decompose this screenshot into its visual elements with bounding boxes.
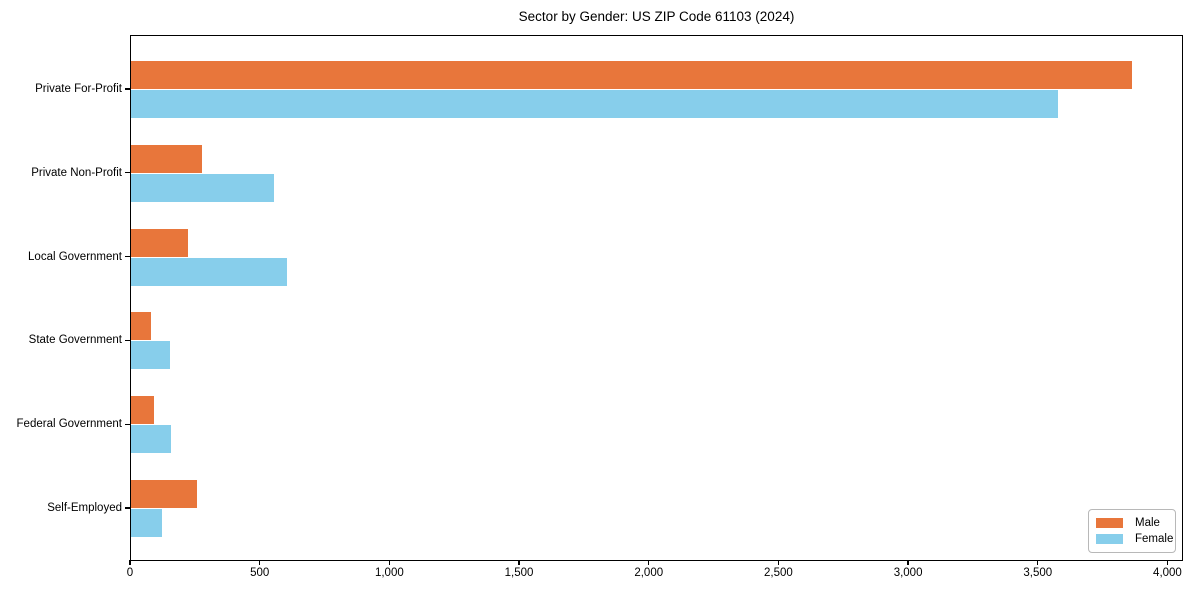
y-tick-label: Self-Employed bbox=[47, 502, 122, 514]
x-tick-mark bbox=[1037, 560, 1039, 565]
x-tick-mark bbox=[777, 560, 779, 565]
y-tick-mark bbox=[125, 256, 130, 258]
x-tick-label: 1,500 bbox=[504, 567, 534, 579]
plot-area bbox=[130, 35, 1183, 561]
bar-male-6 bbox=[131, 480, 198, 508]
bar-female-2 bbox=[131, 173, 274, 202]
x-tick-mark bbox=[518, 560, 520, 565]
bar-male-1 bbox=[131, 61, 1133, 89]
x-tick-label: 1,000 bbox=[374, 567, 404, 579]
chart-title: Sector by Gender: US ZIP Code 61103 (202… bbox=[518, 9, 795, 24]
y-tick-mark bbox=[125, 423, 130, 425]
y-tick-mark bbox=[125, 507, 130, 509]
legend-label: Female bbox=[1135, 533, 1174, 545]
x-tick-label: 2,000 bbox=[634, 567, 664, 579]
y-tick-mark bbox=[125, 88, 130, 90]
bar-male-2 bbox=[131, 144, 203, 173]
y-tick-mark bbox=[125, 339, 130, 341]
bar-female-5 bbox=[131, 425, 172, 454]
bar-male-5 bbox=[131, 396, 155, 425]
x-tick-mark bbox=[129, 560, 131, 565]
x-tick-label: 4,000 bbox=[1153, 567, 1182, 579]
y-tick-label: Federal Government bbox=[16, 418, 122, 431]
bar-female-3 bbox=[131, 257, 287, 286]
x-tick-label: 3,000 bbox=[893, 567, 923, 579]
bar-female-6 bbox=[131, 509, 163, 537]
x-tick-label: 3,500 bbox=[1023, 567, 1053, 579]
legend-swatch-female bbox=[1096, 534, 1123, 544]
y-tick-label: Local Government bbox=[28, 250, 122, 263]
x-tick-label: 2,500 bbox=[764, 567, 793, 579]
y-tick-label: State Government bbox=[28, 334, 122, 347]
x-tick-mark bbox=[648, 560, 650, 565]
bar-male-4 bbox=[131, 312, 151, 341]
x-tick-mark bbox=[388, 560, 390, 565]
x-tick-label: 500 bbox=[250, 567, 270, 579]
legend-item-male: Male bbox=[1096, 517, 1168, 529]
bar-male-3 bbox=[131, 228, 189, 257]
legend-item-female: Female bbox=[1096, 533, 1173, 545]
legend-swatch-male bbox=[1096, 518, 1123, 528]
x-tick-label: 0 bbox=[126, 567, 134, 579]
y-tick-label: Private For-Profit bbox=[35, 83, 122, 95]
bar-female-4 bbox=[131, 341, 170, 370]
x-tick-mark bbox=[1166, 560, 1169, 565]
y-tick-mark bbox=[125, 172, 130, 174]
legend: Male Female bbox=[1088, 509, 1176, 553]
x-tick-mark bbox=[259, 560, 261, 565]
bar-female-1 bbox=[131, 90, 1059, 118]
y-tick-label: Private Non-Profit bbox=[31, 166, 122, 179]
legend-label: Male bbox=[1135, 517, 1160, 529]
x-tick-mark bbox=[907, 560, 909, 565]
